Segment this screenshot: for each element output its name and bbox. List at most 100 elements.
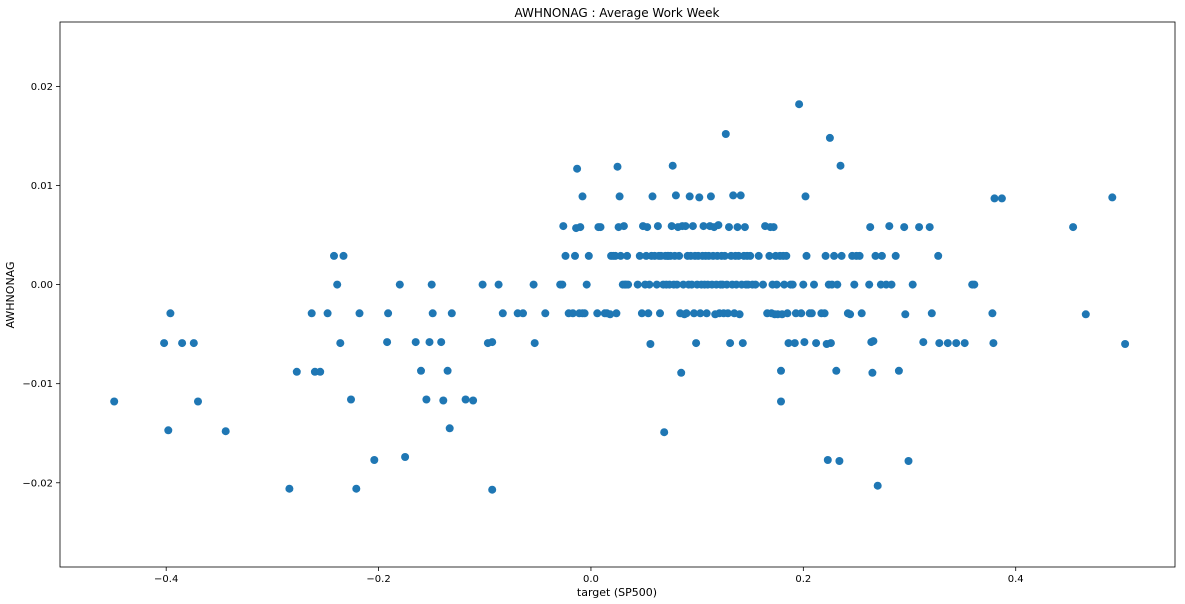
data-point [904, 457, 913, 465]
data-point [580, 309, 589, 318]
data-point [699, 222, 708, 231]
data-point [623, 251, 632, 260]
data-point [866, 223, 875, 232]
data-point [633, 280, 642, 289]
data-point [729, 191, 738, 200]
data-point [990, 194, 999, 203]
data-point [784, 339, 793, 348]
data-point [894, 366, 903, 375]
data-point [164, 426, 173, 435]
data-point [653, 222, 662, 231]
data-point [783, 309, 792, 318]
data-point [568, 309, 577, 318]
data-point [352, 484, 361, 493]
plot-area [59, 21, 1176, 568]
data-point [746, 251, 755, 260]
data-point [812, 339, 821, 348]
data-point [576, 223, 585, 232]
data-point [330, 251, 338, 260]
data-point [765, 251, 774, 260]
data-point [989, 339, 998, 348]
y-tick-label: −0.02 [22, 478, 53, 489]
data-point [952, 339, 961, 348]
data-point [613, 162, 622, 171]
data-point [790, 339, 799, 348]
data-point [333, 280, 342, 289]
data-point [810, 280, 818, 289]
data-point [461, 395, 470, 404]
data-point [648, 192, 657, 201]
data-point [166, 309, 175, 318]
data-point [820, 309, 829, 318]
data-point [759, 280, 767, 289]
data-point [891, 251, 900, 260]
data-point [970, 280, 979, 289]
data-point [943, 339, 952, 348]
data-point [339, 251, 348, 260]
data-point [411, 338, 420, 347]
data-point [660, 428, 669, 437]
data-point [769, 223, 778, 232]
data-point [832, 366, 841, 375]
data-point [596, 223, 605, 232]
data-point [735, 310, 744, 319]
x-tick-label: 0.2 [795, 574, 811, 585]
data-point [795, 100, 804, 109]
x-axis-label: target (SP500) [577, 586, 657, 599]
data-point [688, 222, 697, 231]
data-point [612, 309, 621, 318]
data-point [593, 309, 602, 318]
data-point [656, 309, 664, 318]
data-point [561, 251, 570, 260]
data-point [725, 223, 733, 232]
data-point [685, 192, 694, 201]
data-point [559, 222, 568, 231]
data-point [788, 280, 797, 289]
data-point [835, 457, 844, 465]
data-point [871, 251, 880, 260]
data-point [690, 309, 698, 318]
data-point [736, 191, 745, 200]
data-point [624, 280, 633, 289]
data-point [443, 366, 452, 375]
x-tick-label: 0.4 [1008, 574, 1024, 585]
data-point [833, 280, 842, 289]
data-point [355, 309, 364, 318]
data-point [821, 251, 830, 260]
data-point [285, 484, 294, 493]
scatter-points [110, 100, 1130, 494]
data-point [997, 194, 1006, 203]
y-tick-label: 0.00 [31, 280, 53, 291]
data-point [857, 309, 866, 318]
data-point [619, 222, 628, 231]
x-tick-label: −0.2 [366, 574, 390, 585]
data-point [800, 338, 809, 347]
data-point [836, 161, 845, 170]
data-point [714, 221, 723, 230]
data-point [850, 280, 859, 289]
data-point [682, 309, 691, 318]
data-point [478, 280, 487, 289]
data-point [830, 251, 839, 260]
data-point [445, 424, 454, 433]
data-point [935, 339, 944, 348]
data-point [292, 367, 301, 376]
data-point [908, 280, 917, 289]
y-tick-label: 0.01 [31, 181, 53, 192]
data-point [347, 395, 355, 404]
data-point [675, 251, 684, 260]
data-point [427, 280, 436, 289]
data-point [915, 223, 924, 232]
data-point [801, 192, 810, 201]
chart-title: AWHNONAG : Average Work Week [515, 6, 720, 20]
data-point [645, 280, 654, 289]
data-point [194, 397, 202, 406]
data-point [644, 309, 653, 318]
data-point [925, 223, 934, 232]
data-point [668, 161, 677, 170]
data-point [667, 222, 676, 231]
data-point [584, 251, 593, 260]
data-point [428, 309, 437, 318]
data-point [439, 396, 448, 405]
data-point [652, 280, 661, 289]
